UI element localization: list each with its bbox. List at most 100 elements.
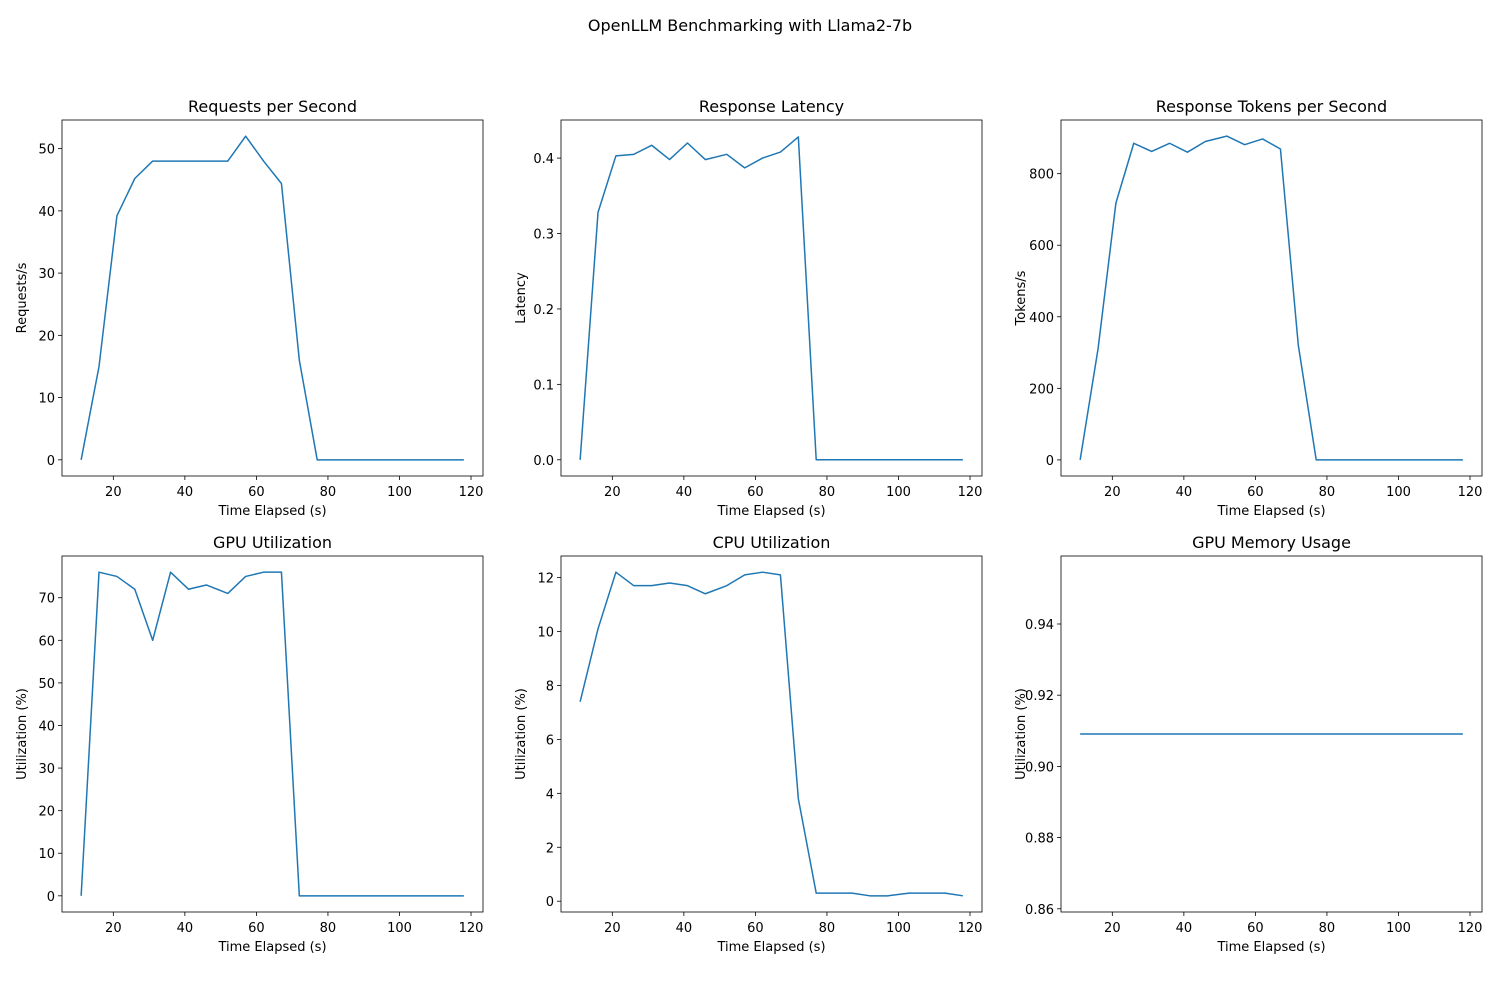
data-point [114, 573, 120, 579]
data-point [649, 142, 655, 148]
data-point [407, 457, 413, 463]
data-point [577, 457, 583, 463]
x-tick-label: 20 [105, 921, 122, 936]
y-tick-label: 0 [47, 454, 55, 469]
data-point [906, 457, 912, 463]
data-point [1131, 140, 1137, 146]
x-tick-label: 40 [177, 485, 194, 500]
y-tick-label: 60 [38, 634, 55, 649]
x-tick-label: 20 [105, 485, 122, 500]
x-tick-label: 100 [387, 921, 412, 936]
data-point [742, 165, 748, 171]
data-point [350, 893, 356, 899]
x-tick-label: 60 [1247, 485, 1264, 500]
data-point [203, 582, 209, 588]
data-point [368, 893, 374, 899]
data-point [906, 890, 912, 896]
data-point [813, 890, 819, 896]
x-axis-label: Time Elapsed (s) [1216, 504, 1325, 519]
y-tick-label: 30 [38, 762, 55, 777]
data-point [577, 699, 583, 705]
data-point [1460, 457, 1466, 463]
subplot-title: Requests per Second [188, 97, 357, 116]
data-point [667, 157, 673, 163]
y-axis-label: Latency [514, 272, 529, 324]
data-point [849, 890, 855, 896]
data-point [96, 569, 102, 575]
data-point [942, 457, 948, 463]
x-tick-label: 80 [819, 921, 836, 936]
x-tick-label: 60 [747, 485, 764, 500]
data-point [1442, 457, 1448, 463]
x-tick-label: 60 [747, 921, 764, 936]
data-point [1260, 136, 1266, 142]
data-point [1184, 149, 1190, 155]
x-tick-label: 20 [604, 485, 621, 500]
data-point [1077, 731, 1083, 737]
data-point [795, 134, 801, 140]
data-point [386, 893, 392, 899]
data-point [1095, 346, 1101, 352]
x-tick-label: 120 [1458, 485, 1483, 500]
data-point [314, 457, 320, 463]
axes-frame [1060, 555, 1483, 913]
y-tick-label: 0 [546, 895, 554, 910]
y-tick-label: 0.94 [1025, 618, 1054, 633]
data-point [724, 151, 730, 157]
data-point [425, 893, 431, 899]
subplot-title: Response Latency [699, 97, 844, 116]
data-point [261, 158, 267, 164]
data-point [1202, 138, 1208, 144]
x-tick-label: 40 [676, 921, 693, 936]
axes-frame [61, 119, 484, 477]
y-tick-label: 800 [1029, 168, 1054, 183]
x-tick-label: 80 [1319, 485, 1336, 500]
data-point [243, 133, 249, 139]
x-tick-label: 40 [177, 921, 194, 936]
x-tick-label: 120 [459, 485, 484, 500]
data-point [777, 572, 783, 578]
data-point [1149, 148, 1155, 154]
data-point [461, 457, 467, 463]
data-point [760, 155, 766, 161]
data-point [278, 569, 284, 575]
x-tick-label: 60 [248, 921, 265, 936]
y-tick-label: 6 [546, 733, 554, 748]
x-axis-label: Time Elapsed (s) [217, 504, 326, 519]
data-point [613, 569, 619, 575]
data-point [1406, 457, 1412, 463]
data-point [667, 580, 673, 586]
data-point [777, 149, 783, 155]
data-point [631, 151, 637, 157]
subplot-5: 20 40 60 80 100 120 0 2 4 6 8 10 12 CPU Utilization Ti… [514, 533, 982, 955]
subplot-1: 20 40 60 80 100 120 0 10 20 30 40 50 Requests per Se… [15, 97, 483, 519]
data-line [579, 136, 963, 461]
y-tick-label: 10 [38, 847, 55, 862]
data-point [461, 893, 467, 899]
y-axis-label: Tokens/s [1014, 270, 1029, 326]
data-point [1277, 146, 1283, 152]
x-tick-label: 80 [320, 485, 337, 500]
x-tick-label: 20 [1104, 921, 1121, 936]
x-tick-label: 120 [958, 921, 983, 936]
figure-title: OpenLLM Benchmarking with Llama2-7b [587, 16, 913, 35]
data-point [684, 140, 690, 146]
subplot-2: 20 40 60 80 100 120 0.0 0.1 0.2 0.3 0.4 Response La… [514, 97, 982, 519]
data-point [261, 569, 267, 575]
data-point [595, 626, 601, 632]
data-point [1224, 133, 1230, 139]
data-point [684, 583, 690, 589]
y-tick-label: 20 [38, 805, 55, 820]
y-tick-label: 0.2 [533, 303, 554, 318]
y-axis-label: Utilization (%) [1014, 688, 1029, 780]
data-point [407, 893, 413, 899]
data-point [1113, 200, 1119, 206]
data-point [702, 157, 708, 163]
x-axis-label: Time Elapsed (s) [1216, 940, 1325, 955]
y-tick-label: 40 [38, 719, 55, 734]
x-tick-label: 60 [248, 485, 265, 500]
data-point [885, 457, 891, 463]
data-point [132, 586, 138, 592]
data-point [1295, 342, 1301, 348]
data-point [1313, 457, 1319, 463]
